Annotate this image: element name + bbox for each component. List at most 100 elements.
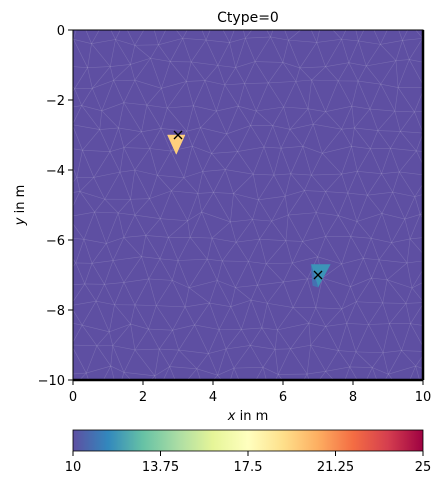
mesh-edge	[381, 213, 392, 243]
mesh-edge	[150, 375, 156, 380]
mesh-edge	[381, 213, 405, 220]
mesh-edge	[123, 282, 136, 306]
mesh-edge	[438, 65, 442, 89]
mesh-edge	[308, 323, 311, 346]
mesh-edge	[358, 40, 367, 67]
mesh-edge	[196, 368, 218, 376]
mesh-edge	[422, 38, 423, 40]
mesh-edge	[368, 302, 383, 325]
mesh-edge	[356, 301, 383, 304]
x-axis-label: x in m	[227, 409, 268, 424]
mesh-edge	[351, 81, 359, 107]
mesh-edge	[186, 105, 194, 132]
mesh-edge	[271, 220, 287, 241]
mesh-edge	[349, 366, 373, 368]
mesh-edge	[381, 148, 391, 174]
mesh-edge	[124, 18, 151, 23]
mesh-edge	[93, 171, 121, 178]
mesh-edge	[200, 127, 212, 154]
mesh-edge	[235, 242, 249, 262]
mesh-edge	[371, 238, 392, 243]
mesh-edge	[213, 169, 226, 193]
mesh-edge	[290, 173, 305, 191]
mesh-edge	[285, 240, 303, 242]
mesh-edge	[197, 193, 202, 213]
mesh-edge	[204, 80, 225, 86]
mesh-edge	[258, 199, 272, 222]
mesh-edge	[369, 108, 395, 112]
mesh-edge	[267, 281, 284, 304]
mesh-edge	[145, 235, 161, 259]
y-tick-label: −2	[46, 94, 65, 109]
mesh-edge	[357, 65, 367, 82]
mesh-edge	[270, 36, 284, 63]
mesh-edge	[148, 278, 157, 306]
mesh-edge	[292, 262, 308, 280]
mesh-edge	[325, 62, 349, 68]
mesh-edge	[134, 349, 156, 377]
mesh-edge	[341, 127, 355, 130]
mesh-edge	[395, 40, 403, 61]
mesh-edge	[271, 214, 289, 222]
mesh-edge	[243, 30, 246, 39]
mesh-edge	[118, 127, 142, 133]
mesh-edge	[85, 345, 98, 374]
mesh-edge	[79, 372, 87, 380]
mesh-edge	[397, 59, 410, 88]
mesh-edge	[150, 58, 162, 89]
mesh-edge	[182, 38, 192, 63]
mesh-edge	[158, 30, 167, 45]
mesh-edge	[350, 236, 372, 239]
mesh-edge	[117, 199, 131, 214]
mesh-edge	[148, 258, 161, 280]
mesh-edge	[134, 79, 162, 89]
markers	[173, 130, 323, 280]
mesh-edge	[337, 80, 353, 107]
hot-cell	[310, 264, 319, 288]
y-tick-label: 0	[57, 24, 65, 39]
mesh-edge	[112, 237, 125, 261]
mesh-edge	[399, 171, 423, 176]
mesh-edge	[216, 280, 232, 307]
mesh-edge	[299, 42, 318, 69]
mesh-edge	[81, 105, 102, 112]
mesh-edge	[415, 354, 423, 367]
mesh-edge	[338, 192, 349, 216]
mesh-edge	[391, 242, 408, 264]
mesh-edge	[73, 39, 74, 41]
mesh-edge	[401, 323, 411, 351]
mesh-edge	[258, 195, 286, 201]
mesh-edge	[313, 123, 342, 130]
mesh-edge	[73, 30, 77, 40]
mesh-edge	[398, 171, 416, 197]
mesh-edge	[171, 280, 186, 308]
mesh-edge	[312, 111, 326, 125]
mesh-edge	[170, 150, 185, 178]
mesh-edge	[187, 220, 191, 238]
mesh-edge	[230, 306, 242, 330]
mesh-edge	[325, 173, 342, 192]
mesh-edge	[96, 345, 112, 367]
mesh-edge	[394, 17, 411, 24]
mesh-edge	[312, 389, 342, 390]
mesh-edge	[261, 327, 278, 331]
mesh-edge	[380, 44, 397, 61]
mesh-edge	[101, 110, 119, 129]
mesh-edge	[76, 150, 83, 178]
mesh-edge	[134, 214, 161, 220]
mesh-edge	[350, 258, 364, 287]
mesh-edge	[178, 349, 209, 354]
mesh-edge	[123, 372, 155, 377]
mesh-edge	[217, 375, 222, 380]
mesh-edge	[130, 57, 151, 65]
mesh-edge	[206, 259, 218, 281]
mesh-edge	[267, 303, 278, 330]
mesh-edge	[355, 351, 373, 368]
mesh-edge	[235, 67, 245, 84]
mesh-edge	[438, 37, 442, 65]
mesh-edge	[134, 304, 149, 330]
mesh-edge	[283, 81, 297, 108]
mesh-edge	[149, 198, 161, 219]
mesh-edge	[357, 80, 371, 110]
mesh-edge	[201, 211, 213, 239]
